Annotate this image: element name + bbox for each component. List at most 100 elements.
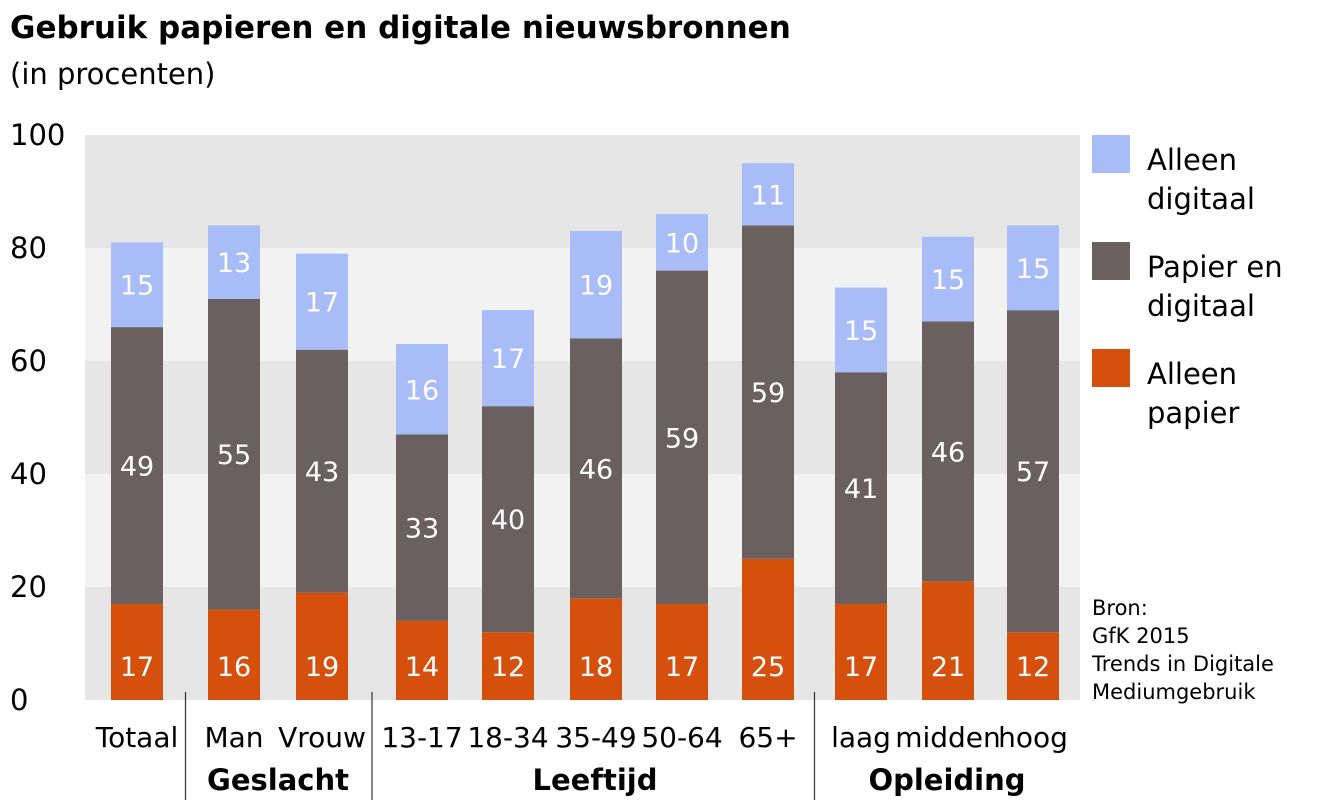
legend-label: papier (1147, 396, 1239, 430)
data-label: 14 (405, 652, 439, 683)
legend: Alleen digitaal Papier en digitaal Alleen pap… (1092, 135, 1283, 430)
source-line: Mediumgebruik (1092, 680, 1256, 704)
data-label: 43 (305, 457, 339, 488)
data-label: 16 (217, 652, 251, 683)
source-line: Bron: (1092, 596, 1148, 620)
y-tick-label: 40 (10, 457, 47, 491)
x-tick-label: 65+ (738, 721, 797, 754)
chart-title: Gebruik papieren en digitale nieuwsbronn… (10, 10, 791, 46)
y-axis: 0 20 40 60 80 100 (10, 118, 65, 717)
data-label: 15 (931, 265, 965, 296)
x-tick-label: laag (831, 721, 891, 754)
bar-segment (656, 603, 708, 700)
bar-segment (482, 406, 534, 633)
legend-label: digitaal (1147, 182, 1255, 216)
bar-segment (570, 231, 622, 339)
data-label: 21 (931, 652, 965, 683)
data-label: 49 (120, 452, 154, 483)
bar-segment (208, 225, 260, 299)
bar-segment (296, 253, 348, 350)
y-tick-label: 0 (10, 683, 28, 717)
y-tick-label: 100 (10, 118, 65, 152)
legend-label: digitaal (1147, 289, 1255, 323)
bar-segment (208, 609, 260, 700)
category-groups: Geslacht Leeftijd Opleiding (184, 692, 1026, 800)
y-tick-label: 80 (10, 231, 47, 265)
data-label: 19 (579, 271, 613, 302)
bar-segment (482, 310, 534, 407)
bar-segment (482, 632, 534, 700)
group-label: Leeftijd (533, 763, 658, 797)
bar-segment (835, 603, 887, 700)
bar-segment (570, 598, 622, 700)
x-tick-label: Man (204, 721, 263, 754)
data-label: 13 (217, 248, 251, 279)
x-tick-label: Vrouw (278, 721, 366, 754)
y-tick-label: 20 (10, 570, 47, 604)
source-line: GfK 2015 (1092, 624, 1190, 648)
x-tick-label: 35-49 (555, 721, 636, 754)
x-tick-label: midden (895, 721, 1001, 754)
bar-segment (742, 163, 794, 226)
data-label: 12 (491, 652, 525, 683)
bar-segment (111, 327, 163, 604)
x-tick-label: 13-17 (381, 721, 462, 754)
data-label: 59 (751, 378, 785, 409)
legend-label: Alleen (1147, 357, 1237, 391)
x-tick-label: 18-34 (467, 721, 548, 754)
x-tick-label: hoog (998, 721, 1068, 754)
bar-segment (835, 372, 887, 604)
data-label: 16 (405, 375, 439, 406)
data-label: 17 (305, 288, 339, 319)
bar-segment (922, 321, 974, 582)
data-label: 33 (405, 514, 439, 545)
data-label: 15 (120, 271, 154, 302)
legend-swatch (1092, 135, 1130, 173)
bar-segment (922, 581, 974, 700)
data-label: 46 (579, 454, 613, 485)
data-label: 15 (844, 316, 878, 347)
bar-segment (742, 225, 794, 559)
data-label: 17 (491, 344, 525, 375)
x-axis: Totaal Man Vrouw 13-17 18-34 35-49 50-64 65+ laa… (95, 721, 1068, 754)
bar-segment (111, 603, 163, 700)
bar-segment (396, 434, 448, 621)
data-label: 59 (665, 423, 699, 454)
data-label: 41 (844, 474, 878, 505)
group-label: Opleiding (868, 763, 1025, 797)
bar-segment (1007, 225, 1059, 311)
bar-segment (296, 349, 348, 593)
bar-segment (111, 242, 163, 328)
bar-segment (835, 287, 887, 373)
bar-segment (570, 338, 622, 599)
bar-segment (656, 270, 708, 604)
bar-segment (396, 620, 448, 700)
data-label: 15 (1016, 254, 1050, 285)
chart-subtitle: (in procenten) (10, 57, 215, 91)
data-label: 57 (1016, 457, 1050, 488)
data-label: 11 (751, 180, 785, 211)
legend-swatch (1092, 242, 1130, 280)
data-label: 18 (579, 652, 613, 683)
bar-segment (396, 344, 448, 435)
data-label: 17 (844, 652, 878, 683)
data-label: 25 (751, 652, 785, 683)
bar-segment (208, 298, 260, 610)
bar-segment (922, 236, 974, 322)
group-label: Geslacht (207, 763, 349, 797)
x-tick-label: 50-64 (641, 721, 722, 754)
data-label: 55 (217, 440, 251, 471)
source-note: Bron: GfK 2015 Trends in Digitale Mediumgeb… (1091, 596, 1274, 704)
bar-segment (656, 214, 708, 271)
data-label: 12 (1016, 652, 1050, 683)
bars: 17 49 15 16 55 13 19 43 17 14 33 16 12 40 17 18 46 19 17 59… (111, 163, 1059, 700)
source-line: Trends in Digitale (1091, 652, 1274, 676)
y-tick-label: 60 (10, 344, 47, 378)
legend-label: Papier en (1147, 250, 1283, 284)
legend-swatch (1092, 349, 1130, 387)
data-label: 46 (931, 437, 965, 468)
bar-segment (1007, 310, 1059, 633)
data-label: 40 (491, 505, 525, 536)
bar-segment (296, 592, 348, 700)
